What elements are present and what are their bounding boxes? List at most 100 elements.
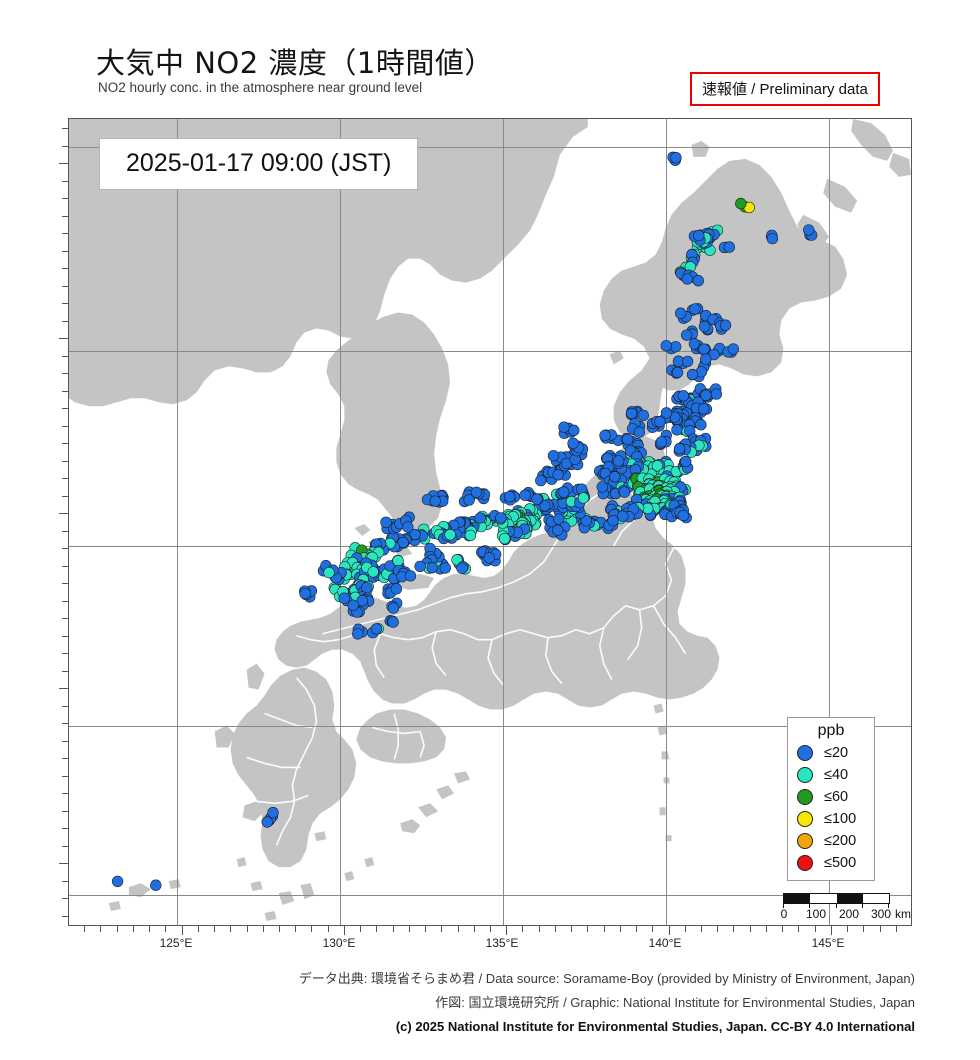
legend-item-100[interactable]: ≤100: [794, 808, 868, 830]
station-point[interactable]: [723, 241, 735, 253]
station-point[interactable]: [547, 450, 560, 462]
station-point[interactable]: [439, 562, 451, 574]
station-point[interactable]: [267, 807, 279, 819]
station-point[interactable]: [727, 343, 739, 355]
station-point[interactable]: [680, 455, 692, 468]
station-point[interactable]: [686, 368, 699, 381]
station-point[interactable]: [429, 495, 441, 507]
station-point[interactable]: [612, 455, 625, 467]
station-point[interactable]: [551, 524, 564, 536]
ytick: [62, 373, 68, 375]
station-point[interactable]: [370, 623, 383, 635]
station-point[interactable]: [323, 566, 335, 579]
station-point[interactable]: [347, 599, 359, 611]
station-point[interactable]: [444, 529, 456, 541]
legend-item-200[interactable]: ≤200: [794, 830, 868, 852]
station-point[interactable]: [380, 516, 392, 528]
station-point[interactable]: [404, 570, 417, 582]
station-point[interactable]: [677, 509, 690, 522]
station-point[interactable]: [618, 486, 631, 498]
station-point[interactable]: [609, 471, 621, 483]
station-point[interactable]: [698, 320, 711, 333]
station-point[interactable]: [483, 552, 495, 564]
station-point[interactable]: [651, 460, 664, 472]
station-point[interactable]: [674, 307, 687, 319]
station-point[interactable]: [504, 490, 516, 503]
station-point[interactable]: [470, 486, 483, 498]
station-point[interactable]: [495, 512, 507, 524]
station-point[interactable]: [621, 433, 634, 446]
station-point[interactable]: [499, 532, 511, 545]
station-point[interactable]: [577, 492, 590, 504]
station-point[interactable]: [299, 587, 311, 600]
station-point[interactable]: [387, 602, 400, 614]
station-point[interactable]: [402, 521, 414, 533]
station-point[interactable]: [673, 443, 686, 455]
station-point[interactable]: [681, 273, 693, 285]
ytick: [62, 460, 68, 462]
station-point[interactable]: [426, 562, 438, 574]
station-point[interactable]: [693, 229, 705, 242]
station-point[interactable]: [633, 426, 646, 438]
station-point[interactable]: [599, 429, 611, 442]
station-point[interactable]: [567, 437, 579, 449]
station-points-layer[interactable]: [69, 119, 911, 925]
station-point[interactable]: [552, 469, 564, 481]
station-point[interactable]: [688, 338, 701, 350]
station-point[interactable]: [766, 232, 779, 245]
legend-item-60[interactable]: ≤60: [794, 786, 868, 808]
station-point[interactable]: [338, 592, 350, 604]
station-point[interactable]: [535, 474, 547, 487]
station-point[interactable]: [414, 560, 426, 573]
legend-panel[interactable]: ppb ≤20 ≤40 ≤60 ≤100 ≤200 ≤500: [787, 717, 875, 881]
station-point[interactable]: [803, 224, 815, 236]
station-point[interactable]: [692, 275, 704, 287]
station-point[interactable]: [680, 329, 693, 341]
station-point[interactable]: [677, 390, 690, 402]
station-point[interactable]: [689, 303, 701, 315]
goto-islands: [214, 725, 235, 748]
station-point[interactable]: [700, 389, 712, 402]
station-point[interactable]: [670, 152, 682, 164]
station-point[interactable]: [456, 562, 468, 574]
station-point[interactable]: [367, 566, 379, 578]
station-point[interactable]: [654, 415, 666, 428]
station-point[interactable]: [261, 816, 273, 828]
station-point[interactable]: [580, 515, 592, 527]
station-point[interactable]: [625, 407, 638, 420]
station-point[interactable]: [607, 514, 619, 527]
station-point[interactable]: [735, 197, 747, 210]
station-point[interactable]: [387, 616, 399, 628]
station-point[interactable]: [695, 419, 707, 431]
ytick: [62, 408, 68, 410]
station-point[interactable]: [557, 486, 570, 498]
station-point[interactable]: [464, 529, 477, 542]
station-point[interactable]: [698, 403, 710, 415]
xtick: [116, 926, 118, 932]
station-point[interactable]: [596, 481, 608, 493]
station-point[interactable]: [463, 494, 475, 506]
station-point[interactable]: [474, 512, 486, 524]
station-point[interactable]: [660, 407, 673, 419]
xtick: [619, 926, 621, 932]
map-plot-area[interactable]: [68, 118, 912, 926]
station-point[interactable]: [558, 421, 570, 433]
legend-item-20[interactable]: ≤20: [794, 742, 868, 764]
station-point[interactable]: [660, 340, 672, 352]
station-point[interactable]: [681, 355, 694, 368]
station-point[interactable]: [111, 875, 124, 888]
station-point[interactable]: [637, 409, 649, 422]
station-point[interactable]: [671, 366, 684, 379]
station-point[interactable]: [390, 583, 403, 595]
legend-item-500[interactable]: ≤500: [794, 852, 868, 874]
station-point[interactable]: [150, 879, 162, 891]
station-point[interactable]: [617, 510, 629, 522]
station-point[interactable]: [553, 513, 565, 525]
station-point[interactable]: [352, 628, 364, 640]
station-point[interactable]: [700, 353, 712, 365]
station-point[interactable]: [356, 595, 368, 607]
xtick: [895, 926, 897, 932]
station-point[interactable]: [655, 436, 668, 448]
station-point[interactable]: [719, 319, 732, 331]
legend-item-40[interactable]: ≤40: [794, 764, 868, 786]
